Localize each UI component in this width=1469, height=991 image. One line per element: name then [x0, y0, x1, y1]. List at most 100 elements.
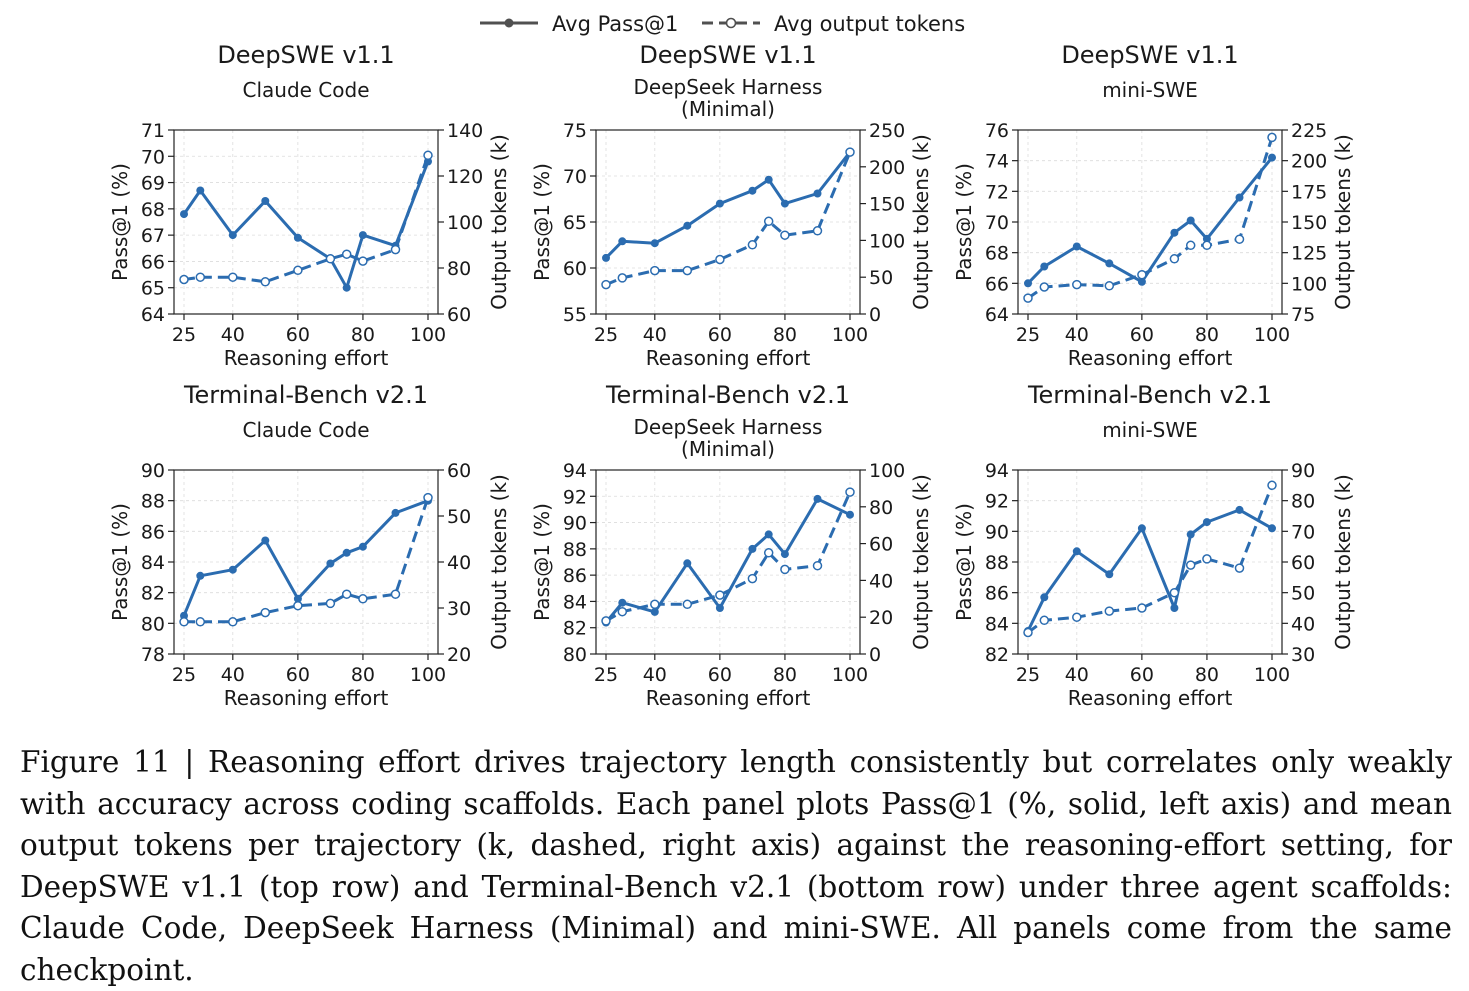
data-point-pass1: [1040, 262, 1049, 271]
data-point-tokens: [1137, 269, 1147, 280]
x-tick-label: 25: [1016, 324, 1040, 346]
data-point-pass1: [1105, 570, 1114, 579]
y2-tick-label: 140: [447, 120, 483, 142]
x-tick-label: 25: [1016, 664, 1040, 686]
y2-tick-label: 40: [869, 570, 893, 592]
y-tick-label: 71: [141, 120, 165, 142]
x-axis-label: Reasoning effort: [646, 686, 811, 710]
data-point-tokens: [1072, 279, 1082, 290]
x-axis-label: Reasoning effort: [224, 346, 389, 370]
y2-tick-label: 125: [1291, 243, 1327, 265]
chart-title: Terminal-Bench v2.1: [605, 381, 850, 409]
data-point-pass1: [1137, 277, 1146, 286]
y2-tick-label: 60: [1291, 552, 1315, 574]
x-tick-label: 80: [351, 324, 375, 346]
x-tick-label: 40: [1065, 664, 1089, 686]
data-point-pass1: [602, 253, 610, 262]
y-tick-label: 64: [141, 304, 165, 326]
x-axis-label: Reasoning effort: [1068, 346, 1233, 370]
chart-subtitle: Claude Code: [242, 418, 369, 442]
data-point-tokens: [617, 606, 628, 617]
chart-title: Terminal-Bench v2.1: [1027, 381, 1272, 409]
data-point-tokens: [1023, 627, 1033, 638]
data-point-tokens: [228, 617, 238, 627]
y-tick-label: 86: [141, 521, 165, 543]
data-point-pass1: [813, 189, 822, 198]
y-tick-label: 82: [141, 583, 165, 605]
data-point-tokens: [780, 564, 790, 575]
y2-axis-label: Output tokens (k): [909, 474, 933, 650]
legend-dashed-marker: [725, 17, 737, 29]
chart-panel-1: DeepSWE v1.1 Claude Code 25 40 60 80 100 64 65 66…: [108, 41, 511, 370]
y-axis-label: Pass@1 (%): [952, 163, 976, 281]
data-point-tokens: [1185, 240, 1196, 251]
legend-solid-marker: [504, 18, 514, 28]
data-point-pass1: [1186, 530, 1195, 539]
data-point-tokens: [325, 598, 336, 609]
x-tick-label: 40: [643, 664, 667, 686]
data-point-tokens: [341, 589, 352, 599]
y-tick-label: 88: [141, 491, 165, 513]
chart-panel-2: DeepSWE v1.1 DeepSeek Harness(Minimal) 25 4…: [530, 41, 933, 370]
y-tick-label: 64: [985, 304, 1009, 326]
x-tick-label: 80: [1195, 664, 1219, 686]
series-line-pass1: [1026, 156, 1274, 285]
legend-dashed-label: Avg output tokens: [774, 12, 965, 36]
data-point-tokens: [780, 230, 790, 240]
series-line-tokens: [605, 491, 852, 623]
x-axis-label: Reasoning effort: [224, 686, 389, 710]
y2-axis-label: Output tokens (k): [1331, 474, 1355, 650]
y-tick-label: 70: [563, 166, 587, 188]
data-point-pass1: [1235, 505, 1244, 514]
y2-tick-label: 175: [1291, 181, 1327, 203]
data-point-pass1: [1235, 193, 1244, 202]
series-line-pass1: [182, 499, 429, 617]
y-tick-label: 66: [985, 273, 1009, 295]
data-point-pass1: [196, 186, 205, 195]
data-point-pass1: [1186, 216, 1195, 225]
y2-tick-label: 150: [1291, 212, 1327, 234]
y-tick-label: 70: [141, 146, 165, 168]
y2-tick-label: 75: [1291, 304, 1315, 326]
series-line-pass1: [182, 160, 430, 290]
data-point-tokens: [423, 150, 433, 161]
data-point-tokens: [228, 272, 238, 282]
chart-panel-3: DeepSWE v1.1 mini-SWE 25 40 60 80 100 64 66 68 70 7…: [952, 41, 1355, 370]
y2-axis-label: Output tokens (k): [1331, 134, 1355, 310]
y2-tick-label: 70: [1291, 521, 1315, 543]
data-point-pass1: [1268, 153, 1276, 162]
data-point-pass1: [342, 283, 351, 292]
data-point-pass1: [846, 510, 854, 519]
data-point-tokens: [1267, 132, 1277, 143]
y2-tick-label: 20: [447, 644, 471, 666]
data-point-tokens: [341, 249, 352, 259]
data-point-pass1: [391, 508, 400, 517]
x-tick-label: 100: [832, 324, 868, 346]
x-tick-label: 60: [708, 664, 732, 686]
y-axis-label: Pass@1 (%): [952, 503, 976, 621]
data-point-pass1: [764, 175, 773, 184]
data-point-pass1: [650, 607, 659, 616]
data-point-tokens: [390, 244, 401, 255]
y2-tick-label: 100: [1291, 273, 1327, 295]
data-point-pass1: [1072, 547, 1081, 556]
data-point-tokens: [1202, 554, 1212, 564]
x-tick-label: 25: [594, 664, 618, 686]
data-point-tokens: [1023, 293, 1033, 303]
y-tick-label: 84: [141, 552, 165, 574]
y-tick-label: 76: [985, 120, 1009, 142]
x-tick-label: 40: [643, 324, 667, 346]
data-point-tokens: [601, 616, 611, 626]
y2-tick-label: 100: [447, 212, 483, 234]
y-tick-label: 86: [985, 583, 1009, 605]
y-tick-label: 84: [985, 613, 1009, 635]
series-line-pass1: [604, 151, 852, 259]
x-tick-label: 100: [410, 664, 446, 686]
x-tick-label: 80: [773, 664, 797, 686]
y-tick-label: 67: [141, 225, 165, 247]
data-point-tokens: [1104, 281, 1115, 291]
y2-tick-label: 80: [447, 258, 471, 280]
chart-panel-6: Terminal-Bench v2.1 mini-SWE 25 40 60 80 100 82…: [952, 381, 1355, 710]
chart-subtitle-line-1: DeepSeek Harness: [634, 415, 823, 439]
x-tick-label: 60: [1130, 664, 1154, 686]
